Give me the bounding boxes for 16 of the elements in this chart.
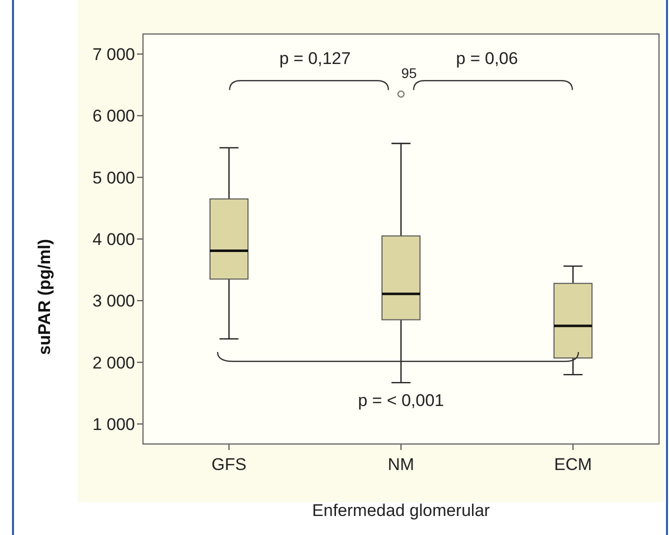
- y-tick-label: 3 000: [92, 292, 135, 311]
- y-tick-label: 7 000: [92, 45, 135, 64]
- y-tick-label: 6 000: [92, 106, 135, 126]
- y-tick-label: 4 000: [92, 230, 135, 250]
- annotation: p = 0,127: [279, 49, 351, 68]
- y-tick-label: 5 000: [92, 168, 135, 188]
- x-tick-label: GFS: [212, 455, 246, 474]
- annotation: 95: [401, 65, 417, 81]
- y-tick-label: 2 000: [92, 353, 135, 372]
- annotation: p = < 0,001: [358, 391, 444, 410]
- x-axis-title: Enfermedad glomerular: [312, 501, 490, 520]
- y-axis-title: suPAR (pg/ml): [35, 239, 54, 355]
- x-tick-label: NM: [388, 455, 414, 474]
- x-tick-label: ECM: [554, 455, 592, 474]
- y-tick-label: 1 000: [92, 414, 135, 434]
- annotation: p = 0,06: [456, 49, 518, 68]
